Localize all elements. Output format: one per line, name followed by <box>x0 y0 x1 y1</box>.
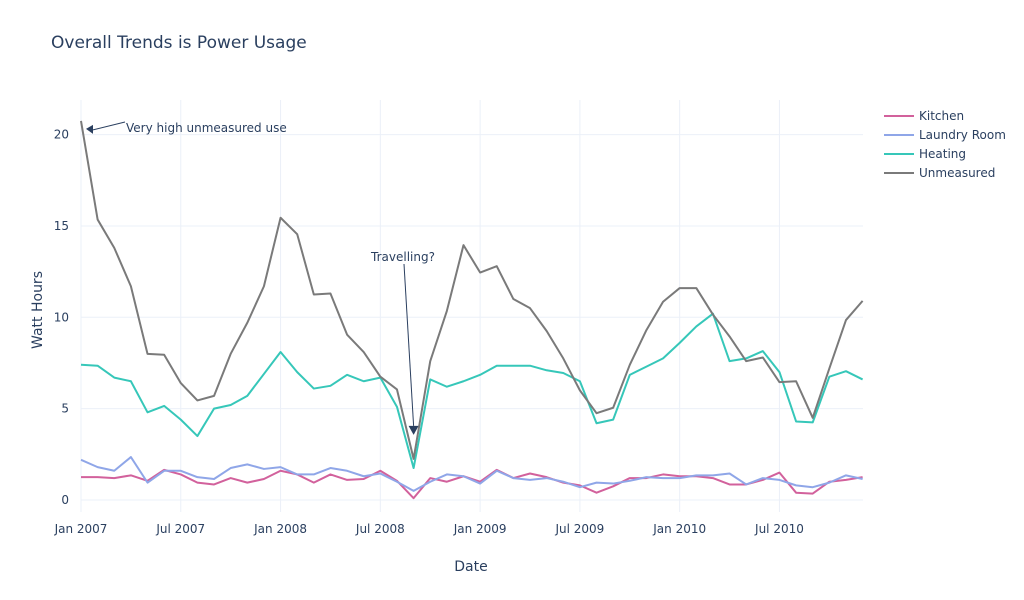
x-tick-label: Jul 2010 <box>754 522 804 536</box>
series-line-laundry-room <box>80 456 863 492</box>
x-tick-label: Jul 2007 <box>155 522 205 536</box>
annotation-arrowhead <box>86 124 93 134</box>
legend-swatch <box>884 133 914 136</box>
y-tick-label: 0 <box>61 493 69 507</box>
legend-swatch <box>884 152 914 155</box>
y-tick-label: 5 <box>61 402 69 416</box>
legend-label: Laundry Room <box>919 127 1006 142</box>
x-axis-title: Date <box>454 559 487 575</box>
x-tick-label: Jan 2008 <box>253 522 307 536</box>
y-tick-label: 10 <box>54 310 69 324</box>
y-tick-label: 20 <box>54 128 69 142</box>
x-tick-label: Jul 2008 <box>355 522 405 536</box>
annotation-arrowhead <box>408 425 419 435</box>
series-line-heating <box>80 312 864 470</box>
legend-item-laundry-room[interactable]: Laundry Room <box>884 125 1006 144</box>
annotations: Very high unmeasured use Travelling? <box>86 121 435 435</box>
legend-swatch <box>884 114 914 117</box>
legend-label: Unmeasured <box>919 165 996 180</box>
y-tick-label: 15 <box>54 219 69 233</box>
chart-title: Overall Trends is Power Usage <box>51 33 307 53</box>
y-tick-labels: 0 5 10 15 20 <box>54 128 69 507</box>
legend-item-heating[interactable]: Heating <box>884 144 1006 163</box>
legend: Kitchen Laundry Room Heating Unmeasured <box>884 106 1006 182</box>
x-tick-label: Jan 2009 <box>453 522 507 536</box>
series-lines <box>80 120 864 500</box>
legend-label: Kitchen <box>919 108 965 123</box>
legend-label: Heating <box>919 146 967 161</box>
gridlines <box>80 100 863 512</box>
annotation-label: Very high unmeasured use <box>126 121 287 135</box>
annotation-arrow <box>403 263 415 426</box>
legend-swatch <box>884 171 914 174</box>
series-line-unmeasured <box>80 120 864 460</box>
x-tick-label: Jul 2009 <box>554 522 604 536</box>
annotation-label: Travelling? <box>370 250 435 264</box>
legend-item-kitchen[interactable]: Kitchen <box>884 106 1006 125</box>
legend-item-unmeasured[interactable]: Unmeasured <box>884 163 1006 182</box>
x-tick-label: Jan 2007 <box>54 522 108 536</box>
x-tick-labels: Jan 2007 Jul 2007 Jan 2008 Jul 2008 Jan 2009… <box>54 522 804 536</box>
y-axis-title: Watt Hours <box>30 271 46 349</box>
x-tick-label: Jan 2010 <box>652 522 706 536</box>
annotation-arrow <box>92 121 126 131</box>
